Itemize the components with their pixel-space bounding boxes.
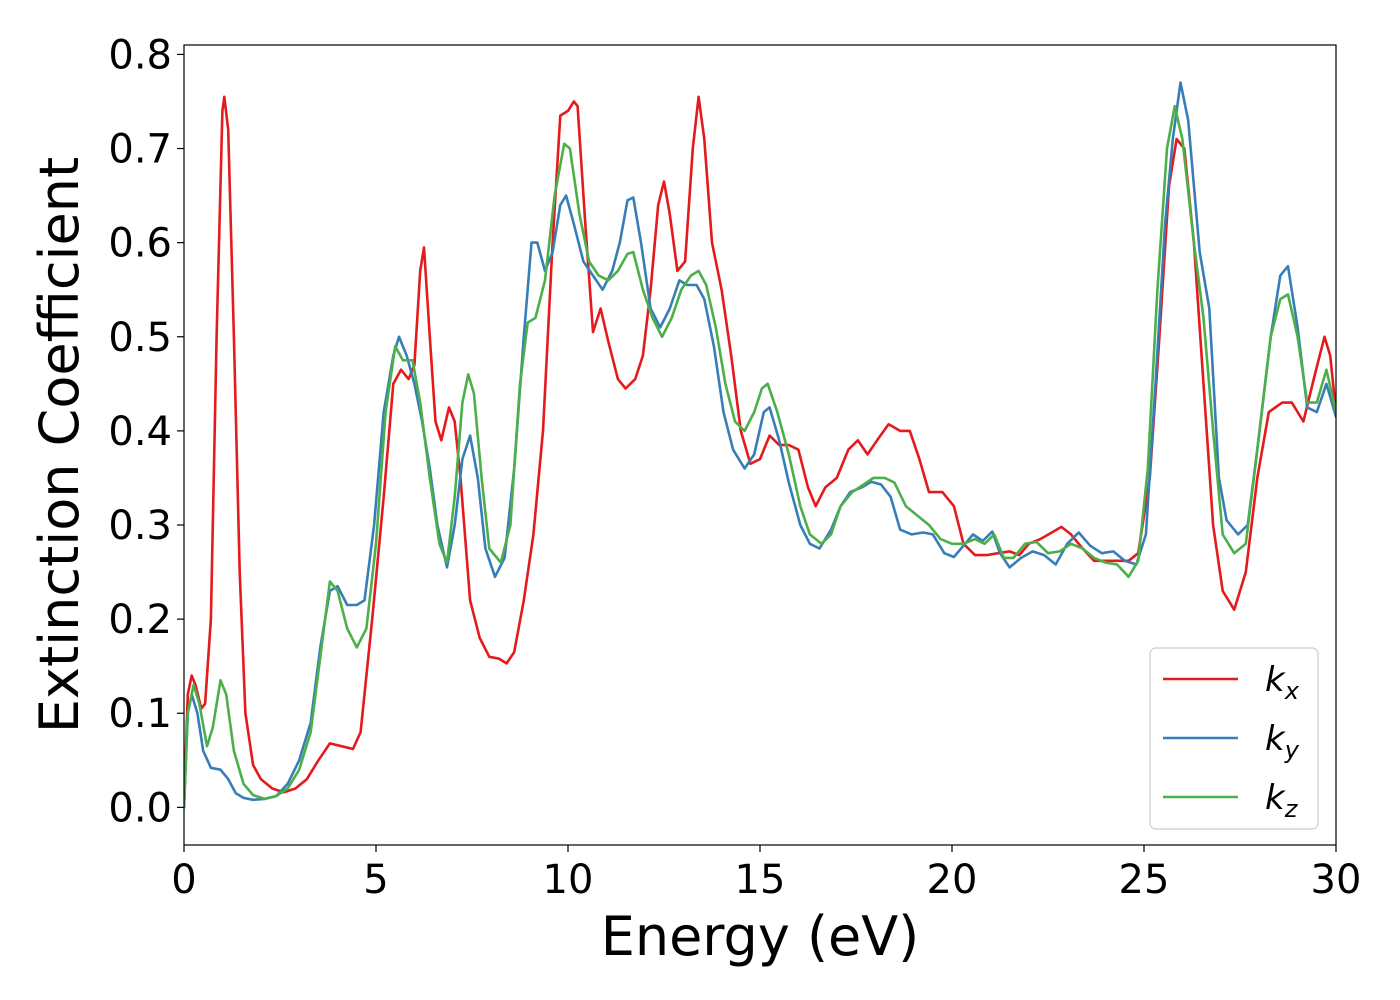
x-tick-label: 5 (363, 857, 388, 903)
x-axis-title: Energy (eV) (601, 905, 920, 968)
series-line-k-x (184, 95, 1336, 809)
y-tick-label: 0.1 (108, 691, 172, 737)
x-tick-label: 25 (1119, 857, 1170, 903)
y-axis-title: Extinction Coefficient (28, 157, 91, 733)
y-tick-label: 0.5 (108, 315, 172, 361)
series-line-k-z (184, 104, 1336, 809)
y-tick-label: 0.3 (108, 503, 172, 549)
y-axis: 0.0 0.1 0.2 0.3 0.4 0.5 0.6 0.7 0.8 (108, 32, 184, 831)
y-tick-label: 0.4 (108, 409, 172, 455)
y-tick-label: 0.0 (108, 785, 172, 831)
x-axis: 0 5 10 15 20 25 30 (171, 845, 1361, 903)
legend-label-k-y: ky (1265, 719, 1300, 764)
series-layer (184, 81, 1336, 809)
y-tick-label: 0.6 (108, 221, 172, 267)
y-tick-label: 0.8 (108, 32, 172, 78)
x-tick-label: 30 (1311, 857, 1362, 903)
y-tick-label: 0.2 (108, 597, 172, 643)
legend: kx ky kz (1149, 647, 1319, 830)
x-tick-label: 15 (735, 857, 786, 903)
legend-label-k-x: kx (1265, 660, 1300, 705)
x-tick-label: 10 (543, 857, 594, 903)
x-tick-label: 20 (927, 857, 978, 903)
x-tick-label: 0 (171, 857, 196, 903)
legend-label-k-z: kz (1265, 778, 1299, 823)
y-tick-label: 0.7 (108, 127, 172, 173)
